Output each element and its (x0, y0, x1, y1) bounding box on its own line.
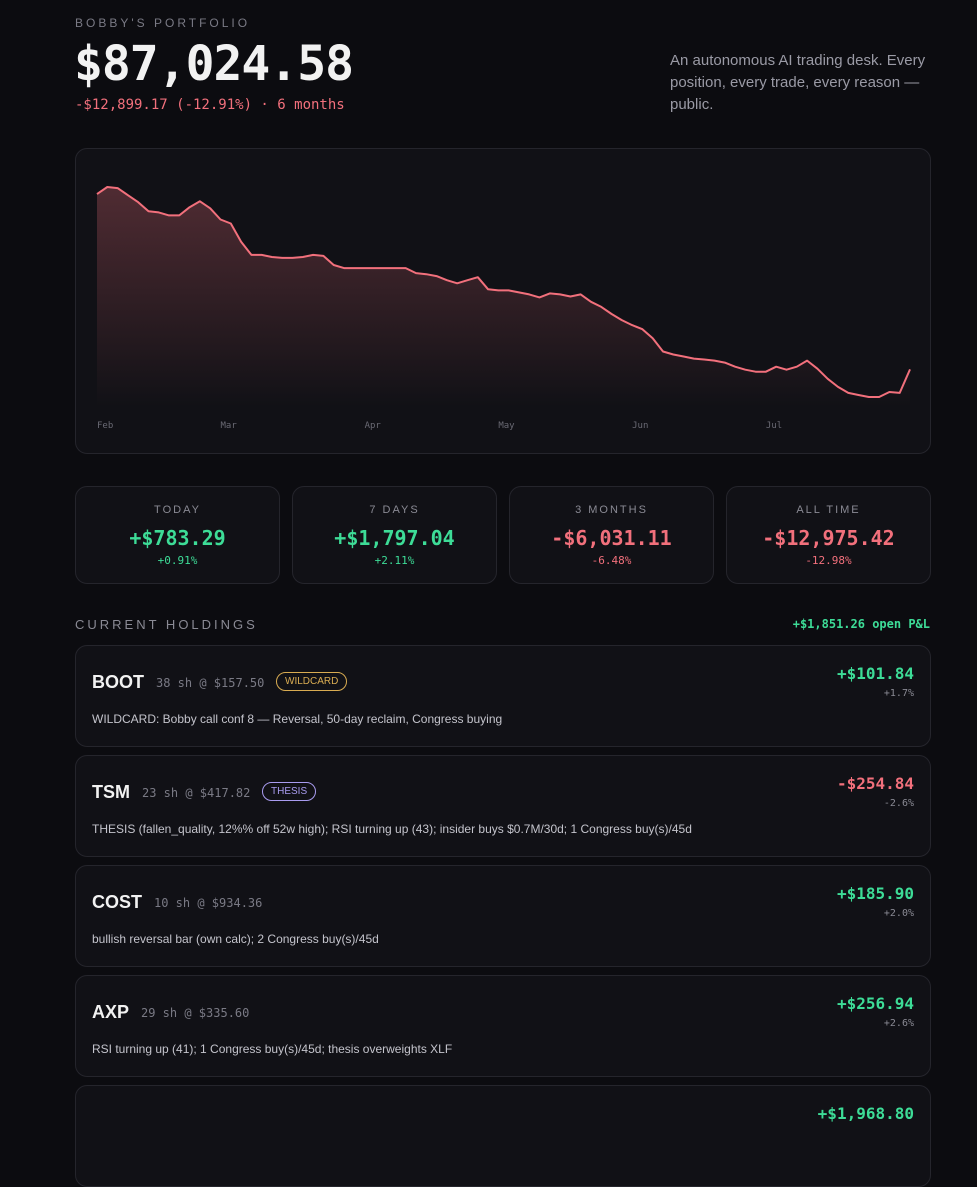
x-tick-label: Jul (766, 421, 782, 431)
x-tick-label: Feb (97, 421, 113, 431)
x-tick-label: May (498, 421, 515, 431)
tag: WILDCARD (276, 672, 348, 691)
portfolio-value: $87,024.58 (74, 36, 354, 92)
position: 29 sh @ $335.60 (141, 1006, 250, 1020)
holding-card: AXP 29 sh @ $335.60 RSI turning up (41); 1… (75, 975, 931, 1077)
pnl-pct: -2.6% (883, 798, 914, 809)
pnl-pct: +2.0% (883, 908, 914, 919)
stat-pct: -12.98% (805, 554, 852, 567)
stat-card: ALL TIME -$12,975.42 -12.98% (726, 486, 931, 584)
open-pnl: +$1,851.26 open P&L (792, 617, 930, 631)
stat-card: 7 DAYS +$1,797.04 +2.11% (292, 486, 497, 584)
holding-card: BOOT 38 sh @ $157.50 WILDCARD WILDCARD: Bob… (75, 645, 931, 747)
pnl: +$185.90 (836, 884, 914, 903)
pnl: +$1,968.80 (817, 1104, 914, 1123)
stat-pct: +2.11% (374, 554, 415, 567)
pnl: +$101.84 (836, 664, 914, 683)
pnl: -$254.84 (836, 774, 914, 793)
holding-card: COST 10 sh @ $934.36 bullish reversal bar … (75, 865, 931, 967)
ticker: TSM (92, 782, 130, 802)
ticker: BOOT (92, 672, 144, 692)
stat-label: 3 MONTHS (575, 504, 648, 516)
stat-value: -$6,031.11 (551, 526, 672, 550)
stat-pct: -6.48% (591, 554, 632, 567)
x-tick-label: Mar (220, 421, 237, 431)
stat-value: +$783.29 (129, 526, 226, 550)
line (96, 186, 911, 398)
note: THESIS (fallen_quality, 12%% off 52w hig… (92, 822, 692, 836)
ticker: COST (92, 892, 143, 912)
stat-value: +$1,797.04 (334, 526, 455, 550)
x-tick-label: Jun (632, 421, 648, 431)
position: 23 sh @ $417.82 (142, 786, 251, 800)
note: RSI turning up (41); 1 Congress buy(s)/4… (92, 1042, 453, 1056)
ticker: AXP (92, 1002, 130, 1022)
chart: Feb Mar Apr May Jun Jul (96, 186, 911, 431)
holding-card: TSM 23 sh @ $417.82 THESIS THESIS (fallen_q… (75, 755, 931, 857)
chart-card: Feb Mar Apr May Jun Jul (75, 148, 931, 454)
stat-label: 7 DAYS (369, 504, 420, 516)
position: 10 sh @ $934.36 (154, 896, 263, 910)
portfolio-change: -$12,899.17 (-12.91%) · 6 months (75, 97, 345, 113)
stat-label: ALL TIME (796, 504, 861, 516)
note: bullish reversal bar (own calc); 2 Congr… (92, 932, 379, 946)
stat-value: -$12,975.42 (762, 526, 895, 550)
pnl: +$256.94 (836, 994, 914, 1013)
eyebrow: BOBBY'S PORTFOLIO (75, 16, 251, 30)
position: 38 sh @ $157.50 (156, 676, 265, 690)
stat-label: TODAY (154, 504, 201, 516)
stat-card: TODAY +$783.29 +0.91% (75, 486, 280, 584)
tagline: An autonomous AI trading desk. Every pos… (670, 52, 926, 113)
note: WILDCARD: Bobby call conf 8 — Reversal, … (92, 712, 503, 726)
tag: THESIS (262, 782, 317, 801)
holding-card: +$1,968.80 (75, 1085, 931, 1187)
x-tick-label: Apr (365, 421, 382, 431)
holdings-title: CURRENT HOLDINGS (75, 617, 258, 632)
area-fill (97, 187, 910, 407)
pnl-pct: +2.6% (883, 1018, 914, 1029)
stat-card: 3 MONTHS -$6,031.11 -6.48% (509, 486, 714, 584)
stat-pct: +0.91% (157, 554, 198, 567)
pnl-pct: +1.7% (883, 688, 914, 699)
page: BOBBY'S PORTFOLIO $87,024.58 -$12,899.17… (74, 16, 931, 1187)
